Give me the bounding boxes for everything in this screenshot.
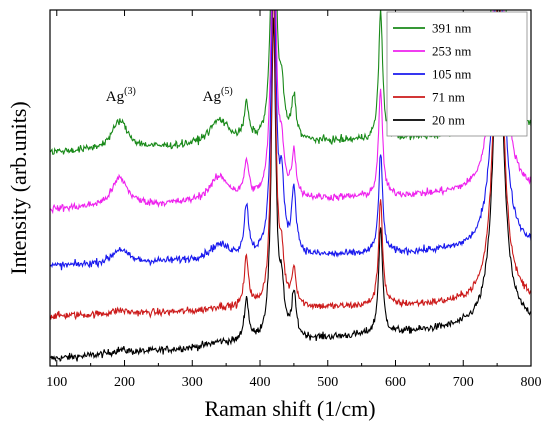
legend-label: 105 nm [432,67,471,82]
x-tick-label: 400 [250,375,271,390]
x-tick-label: 300 [182,375,203,390]
x-axis-title: Raman shift (1/cm) [204,396,375,421]
legend-label: 71 nm [432,90,465,105]
x-tick-label: 700 [453,375,474,390]
y-axis-title: Intensity (arb.units) [6,101,31,275]
x-tick-label: 500 [317,375,338,390]
legend-label: 20 nm [432,113,465,128]
x-tick-label: 800 [521,375,542,390]
series-line [50,10,531,215]
series-line [50,10,531,363]
legend: 391 nm 253 nm 105 nm 71 nm 20 nm [386,11,528,137]
legend-label: 253 nm [432,44,471,59]
peak-annotation: Ag(5) [203,86,233,105]
series-line [50,10,531,271]
legend-label: 391 nm [432,21,471,36]
peak-annotation: Ag(3) [106,86,136,105]
peak-annotations: Ag(3) Ag(5) [106,86,233,105]
plot-frame [49,9,532,367]
x-tick-label: 200 [114,375,135,390]
series-line [50,10,531,321]
x-axis-tick-labels: 100 200 300 400 500 600 700 800 [46,375,541,390]
x-tick-label: 600 [385,375,406,390]
series-layer [50,10,531,363]
x-tick-label: 100 [46,375,67,390]
